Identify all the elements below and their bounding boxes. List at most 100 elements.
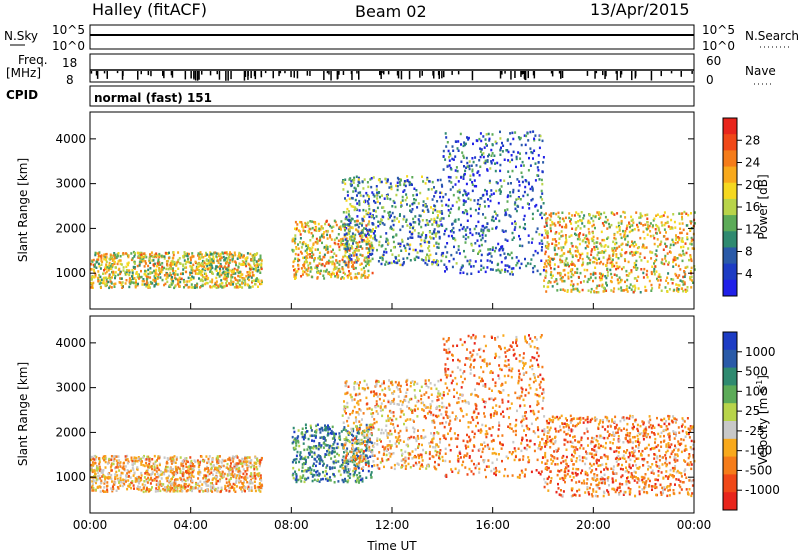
scatter-cell (316, 239, 319, 243)
scatter-cell (518, 266, 521, 270)
scatter-cell (681, 212, 684, 215)
scatter-cell (429, 253, 432, 257)
scatter-cell (205, 467, 208, 470)
scatter-cell (683, 210, 686, 214)
scatter-cell (362, 430, 364, 433)
scatter-cell (372, 176, 375, 179)
scatter-cell (543, 279, 546, 282)
scatter-cell (116, 262, 119, 266)
scatter-cell (241, 286, 244, 289)
scatter-cell (370, 471, 373, 474)
scatter-cell (584, 246, 587, 250)
scatter-cell (335, 254, 338, 257)
scatter-cell (104, 266, 107, 270)
scatter-cell (406, 179, 409, 182)
scatter-cell (347, 462, 350, 465)
scatter-cell (622, 266, 625, 269)
scatter-cell (655, 223, 658, 227)
scatter-cell (251, 271, 254, 274)
scatter-cell (329, 476, 331, 479)
scatter-cell (549, 264, 552, 267)
scatter-cell (293, 239, 296, 243)
scatter-cell (488, 181, 491, 184)
scatter-cell (133, 267, 136, 270)
velocity-scatter (90, 333, 696, 498)
scatter-cell (297, 264, 300, 267)
scatter-cell (529, 130, 532, 134)
scatter-cell (425, 258, 428, 262)
scatter-cell (518, 225, 521, 229)
scatter-cell (144, 262, 147, 265)
scatter-cell (377, 178, 380, 182)
scatter-cell (185, 283, 188, 287)
scatter-cell (292, 249, 295, 252)
scatter-cell (196, 286, 198, 289)
scatter-cell (394, 205, 397, 209)
scatter-cell (690, 222, 692, 225)
scatter-cell (550, 276, 553, 279)
scatter-cell (357, 245, 360, 248)
scatter-cell (426, 197, 429, 200)
scatter-cell (303, 448, 306, 452)
scatter-cell (338, 263, 341, 266)
scatter-cell (675, 234, 677, 237)
scatter-cell (237, 462, 240, 465)
scatter-cell (627, 260, 630, 264)
scatter-cell (294, 272, 297, 275)
scatter-cell (570, 234, 573, 237)
scatter-cell (219, 269, 222, 272)
scatter-cell (595, 287, 598, 290)
scatter-cell (580, 219, 583, 222)
scatter-cell (372, 228, 374, 231)
scatter-cell (146, 277, 149, 280)
scatter-cell (129, 476, 132, 479)
scatter-cell (153, 279, 156, 283)
scatter-cell (166, 457, 169, 460)
scatter-cell (187, 469, 190, 473)
scatter-cell (257, 474, 260, 478)
scatter-cell (124, 271, 127, 274)
scatter-cell (327, 223, 330, 226)
scatter-cell (463, 201, 466, 204)
scatter-cell (689, 242, 692, 246)
scatter-cell (542, 202, 545, 205)
scatter-cell (543, 213, 546, 216)
scatter-cell (686, 236, 689, 239)
scatter-cell (449, 176, 452, 179)
scatter-cell (464, 190, 467, 194)
scatter-cell (625, 243, 628, 246)
scatter-cell (151, 259, 154, 262)
scatter-cell (568, 216, 571, 220)
scatter-cell (325, 268, 328, 272)
scatter-cell (484, 205, 486, 208)
scatter-cell (600, 278, 603, 281)
scatter-cell (480, 238, 483, 242)
scatter-cell (359, 234, 362, 238)
scatter-cell (545, 265, 548, 268)
scatter-cell (579, 227, 582, 230)
scatter-cell (355, 261, 358, 264)
scatter-cell (231, 486, 234, 489)
scatter-cell (677, 290, 680, 293)
scatter-cell (439, 191, 442, 194)
scatter-cell (186, 280, 189, 283)
scatter-cell (444, 245, 447, 249)
scatter-cell (413, 257, 416, 261)
scatter-cell (665, 279, 668, 282)
scatter-cell (538, 233, 541, 236)
scatter-cell (177, 282, 180, 286)
scatter-cell (186, 460, 189, 464)
scatter-cell (534, 249, 537, 253)
scatter-cell (615, 267, 618, 271)
scatter-cell (90, 463, 93, 467)
scatter-cell (485, 142, 487, 146)
scatter-cell (322, 274, 325, 277)
scatter-cell (630, 243, 633, 247)
scatter-cell (100, 479, 103, 482)
scatter-cell (496, 214, 499, 217)
scatter-cell (362, 218, 365, 221)
scatter-cell (200, 273, 203, 276)
scatter-cell (303, 480, 306, 484)
scatter-cell (319, 431, 322, 434)
scatter-cell (605, 289, 608, 292)
